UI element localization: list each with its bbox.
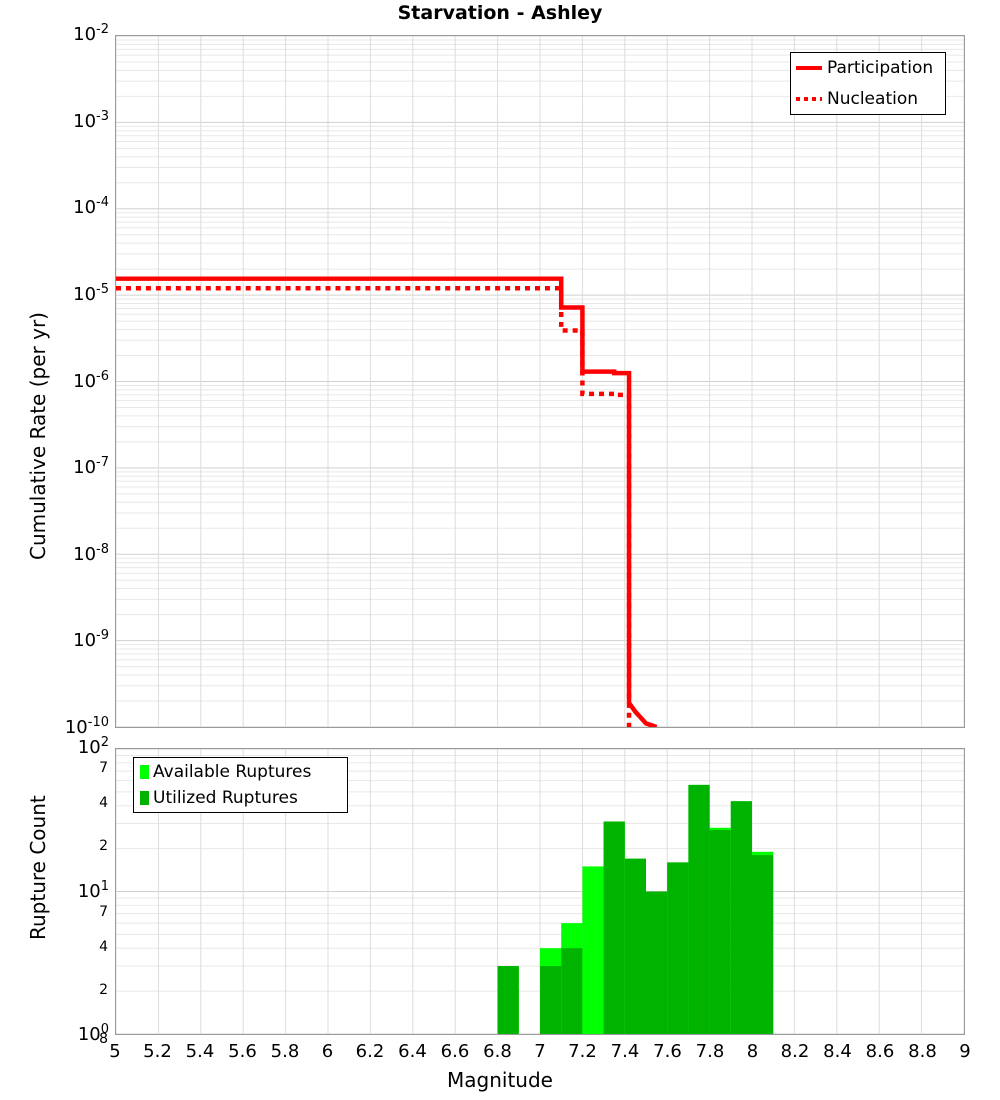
x-tick: 5 [109, 1041, 121, 1062]
legend-label-available-ruptures: Available Ruptures [153, 762, 312, 782]
solid-line-icon [796, 66, 822, 71]
x-tick: 6 [321, 1041, 334, 1062]
bottom-y-tick-major: 102 [77, 735, 109, 758]
bottom-y-tick-major: 101 [77, 878, 109, 902]
bottom-y-tick-minor: 7 [99, 903, 108, 920]
top-y-tick: 10-8 [73, 541, 109, 565]
bar-utilized [624, 858, 646, 1034]
x-tick: 7.8 [695, 1041, 725, 1062]
bar-utilized [603, 821, 625, 1034]
bottom-panel-y-axis-label: Rupture Count [26, 795, 50, 940]
bar-utilized [709, 830, 731, 1034]
x-tick: 5.8 [270, 1041, 300, 1062]
bar-utilized [730, 801, 752, 1034]
x-tick: 6.6 [440, 1041, 470, 1062]
x-tick: 8.6 [865, 1041, 895, 1062]
x-tick: 6.8 [483, 1041, 512, 1062]
x-tick: 7.2 [568, 1041, 597, 1062]
dark-green-square-icon [140, 791, 149, 805]
x-tick: 6.2 [355, 1041, 385, 1062]
dotted-line-icon [796, 96, 822, 101]
bar-utilized [667, 862, 689, 1034]
x-tick: 6.4 [398, 1041, 427, 1062]
top-y-tick: 10-4 [73, 195, 109, 219]
bottom-y-tick-minor: 2 [99, 981, 108, 998]
bottom-y-tick-minor: 7 [99, 760, 108, 777]
bottom-y-tick-major: 100 [77, 1022, 109, 1045]
x-tick: 7.6 [653, 1041, 682, 1062]
top-y-tick: 10-7 [73, 455, 109, 479]
legend-label-utilized-ruptures: Utilized Ruptures [153, 788, 298, 808]
bar-utilized [540, 966, 562, 1034]
top-y-tick: 10-9 [73, 628, 109, 652]
x-tick: 8 [746, 1041, 759, 1062]
bottom-panel-legend: Available Ruptures Utilized Ruptures [133, 757, 348, 813]
top-y-tick: 10-10 [64, 715, 109, 738]
bar-utilized [561, 948, 583, 1034]
bottom-y-tick-minor: 4 [99, 938, 108, 955]
x-tick: 7.4 [610, 1041, 640, 1062]
x-tick: 8.2 [780, 1041, 810, 1062]
x-tick: 9 [959, 1041, 971, 1062]
top-y-tick: 10-5 [73, 281, 109, 305]
rupture-count-plot [115, 748, 965, 1035]
green-square-icon [140, 765, 149, 779]
top-y-tick: 10-6 [73, 368, 109, 392]
bar-utilized [497, 966, 519, 1034]
legend-item-available-ruptures[interactable]: Available Ruptures [134, 759, 347, 785]
cumulative-rate-plot [115, 35, 965, 728]
legend-item-participation[interactable]: Participation [791, 53, 945, 84]
legend-label-participation: Participation [827, 58, 934, 79]
x-tick: 5.6 [228, 1041, 257, 1062]
bottom-y-tick-minor: 4 [99, 795, 108, 812]
legend-label-nucleation: Nucleation [827, 88, 919, 109]
rupture-count-svg [116, 749, 964, 1034]
x-tick: 8.8 [908, 1041, 937, 1062]
top-panel-y-axis-label: Cumulative Rate (per yr) [26, 312, 50, 560]
top-y-tick: 10-3 [73, 108, 109, 132]
bar-utilized [646, 891, 668, 1034]
series-nucleation [116, 286, 632, 727]
legend-item-utilized-ruptures[interactable]: Utilized Ruptures [134, 785, 347, 811]
x-tick: 8.4 [823, 1041, 852, 1062]
x-tick: 7 [534, 1041, 546, 1062]
top-panel-legend: Participation Nucleation [790, 52, 946, 115]
bar-utilized [752, 855, 774, 1034]
page-title: Starvation - Ashley [397, 2, 603, 24]
bar-utilized [688, 784, 710, 1034]
legend-item-nucleation[interactable]: Nucleation [791, 84, 945, 115]
top-y-tick: 10-2 [73, 22, 109, 45]
x-tick: 5.4 [185, 1041, 215, 1062]
bottom-y-tick-minor: 2 [99, 838, 108, 855]
bottom-y-tick-minor: 8 [99, 1031, 108, 1047]
x-axis-label: Magnitude [447, 1068, 553, 1092]
x-tick: 5.2 [143, 1041, 172, 1062]
bar-available [582, 866, 604, 1034]
cumulative-rate-svg [116, 36, 964, 727]
